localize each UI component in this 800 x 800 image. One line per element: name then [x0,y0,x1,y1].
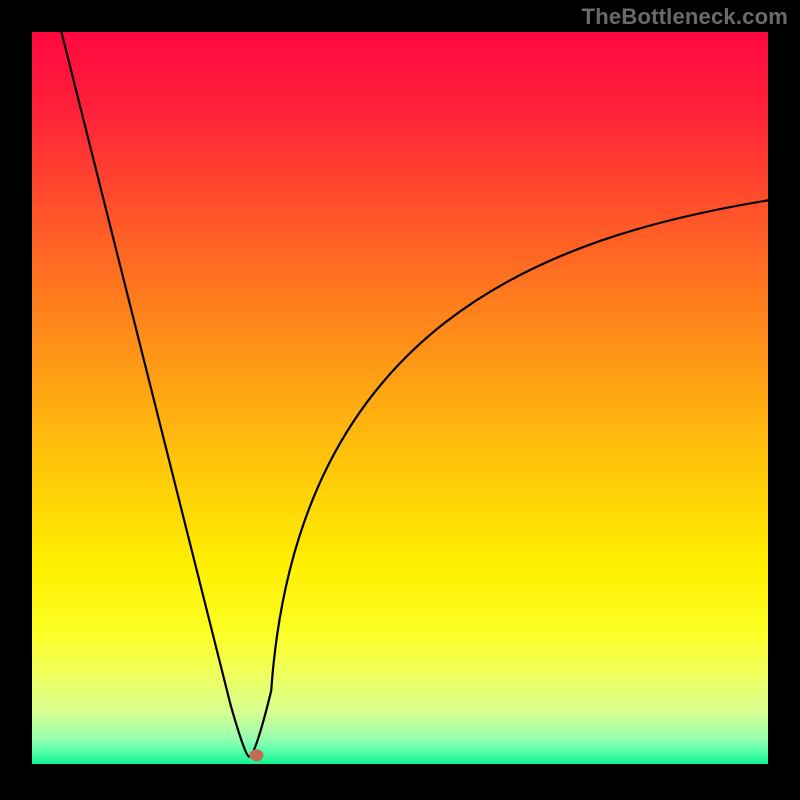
chart-stage: TheBottleneck.com [0,0,800,800]
chart-svg [0,0,800,800]
vertex-marker [249,749,263,761]
watermark-text: TheBottleneck.com [582,4,788,30]
